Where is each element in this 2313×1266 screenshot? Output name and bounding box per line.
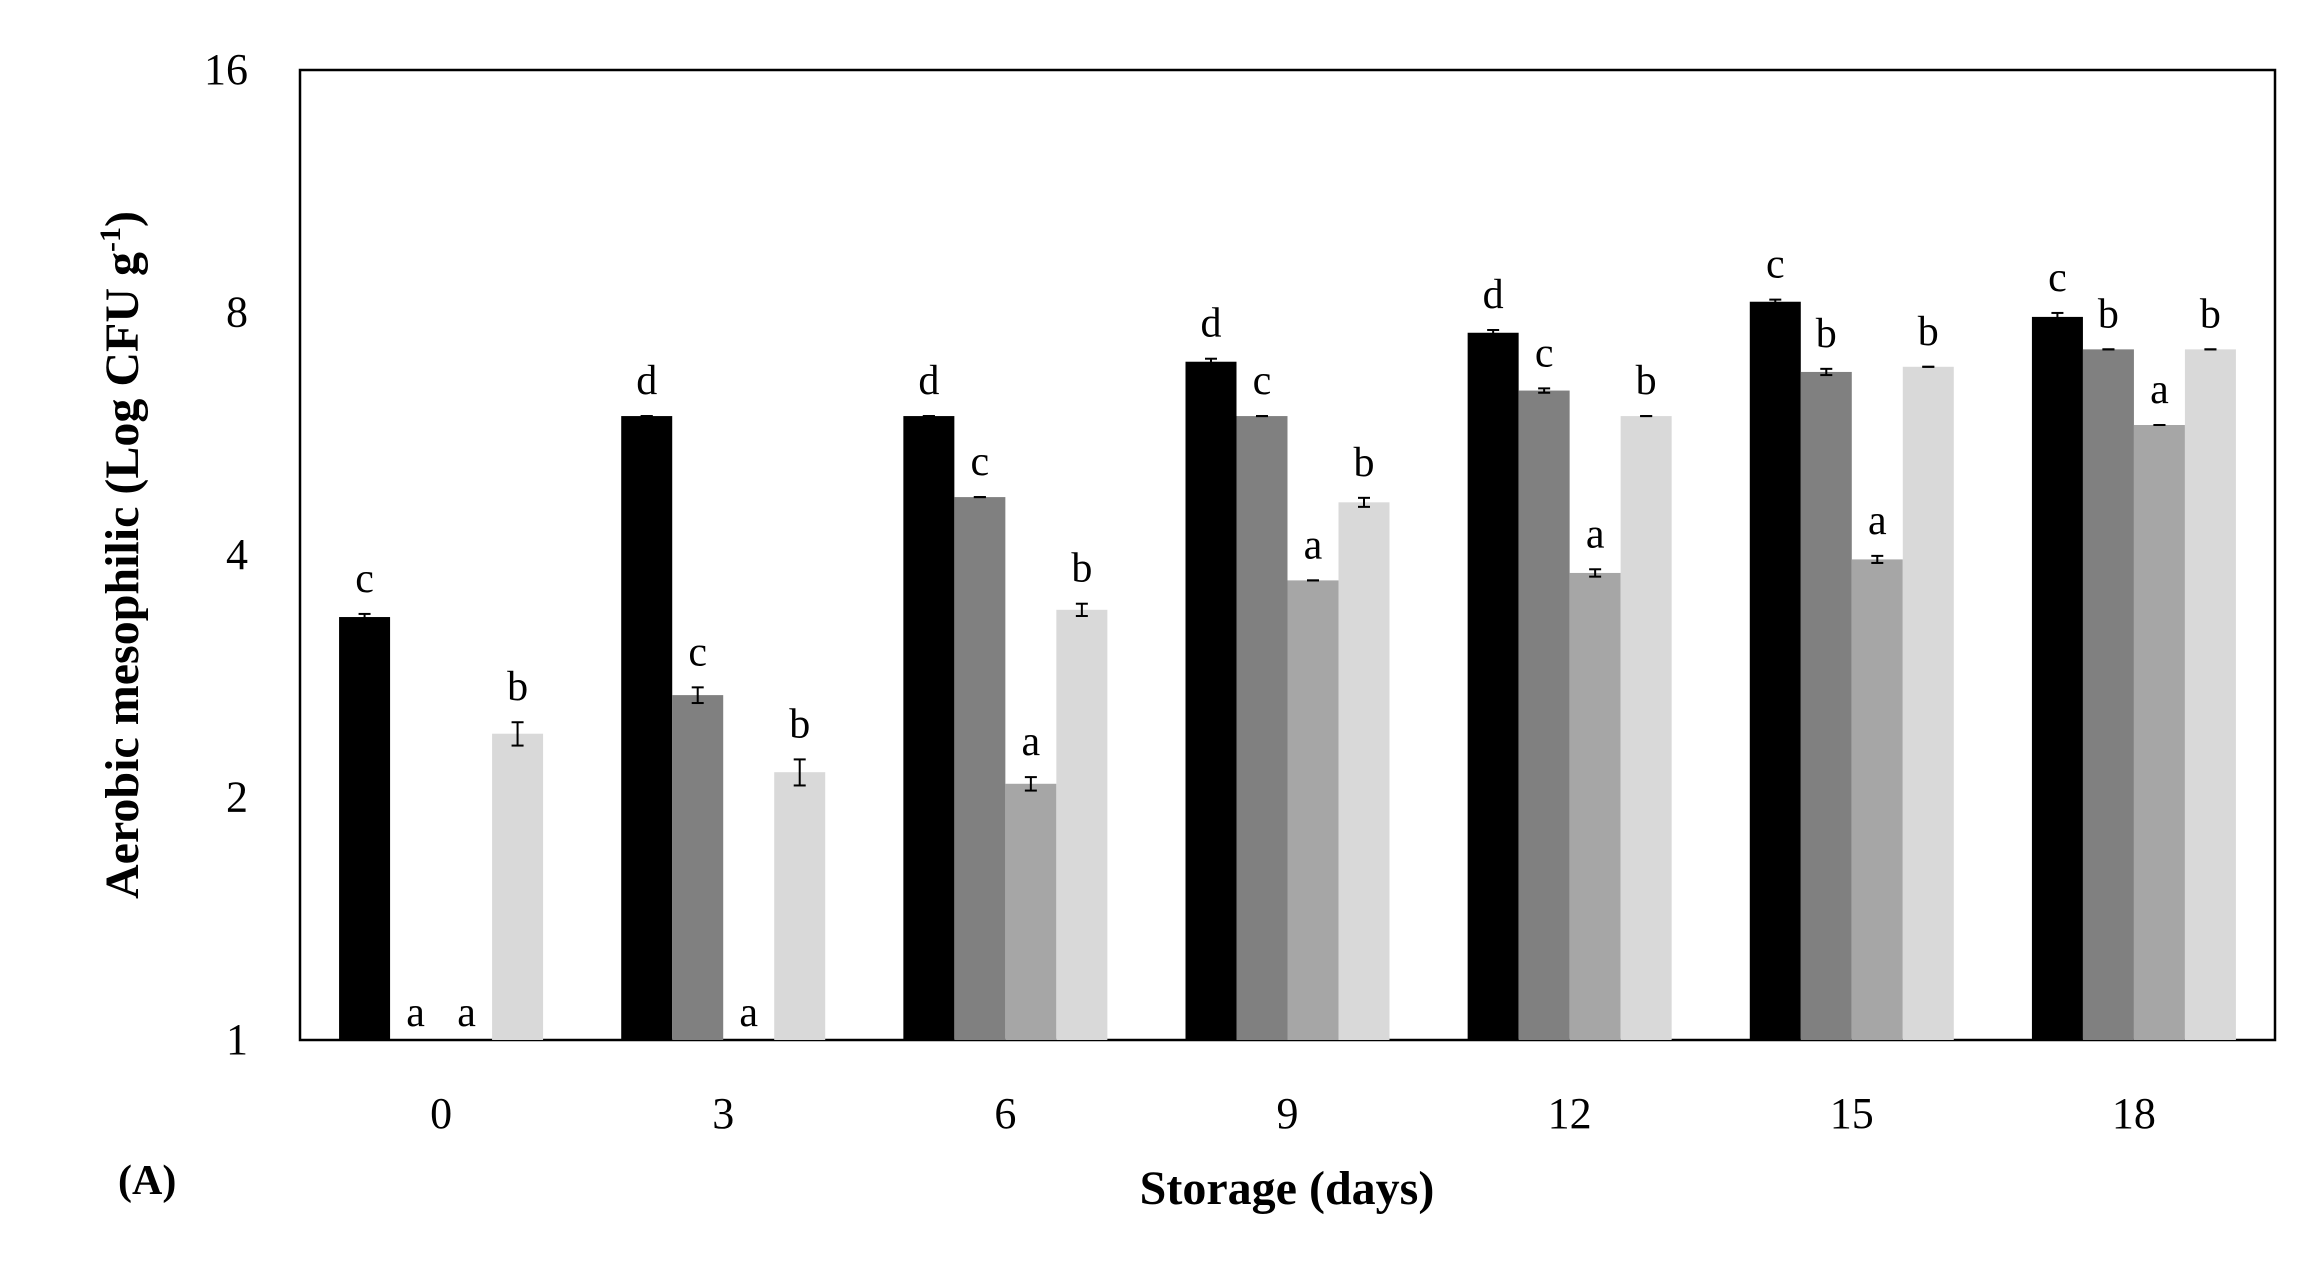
error-bar bbox=[1769, 298, 1782, 305]
y-axis-title-close: ) bbox=[96, 211, 149, 227]
y-tick-label: 1 bbox=[226, 1015, 248, 1064]
error-bar bbox=[1358, 496, 1370, 508]
bar bbox=[1518, 390, 1570, 1040]
significance-letter: b bbox=[2200, 291, 2221, 337]
significance-letter: d bbox=[1483, 272, 1504, 318]
significance-letter: b bbox=[1636, 358, 1657, 404]
bar bbox=[492, 733, 544, 1040]
error-bar bbox=[358, 612, 371, 622]
y-axis-title-main: Aerobic mesophilic (Log CFU g bbox=[96, 252, 149, 899]
significance-letter: d bbox=[1201, 301, 1222, 347]
significance-letter: d bbox=[918, 358, 939, 404]
error-bar bbox=[1205, 357, 1217, 366]
significance-letter: c bbox=[2048, 255, 2067, 301]
error-bar bbox=[793, 758, 806, 787]
bar bbox=[1620, 416, 1672, 1041]
bar bbox=[2184, 349, 2236, 1041]
bar bbox=[903, 416, 955, 1041]
x-ticks: 0 3 6 9 12 15 18 bbox=[430, 1089, 2156, 1138]
x-axis-title: Storage (days) bbox=[1140, 1162, 1435, 1215]
significance-letter: a bbox=[406, 990, 425, 1036]
significance-letter: c bbox=[355, 556, 374, 602]
x-tick-label: 12 bbox=[1548, 1089, 1592, 1138]
bar bbox=[1467, 332, 1519, 1041]
significance-letter: b bbox=[1816, 311, 1837, 357]
bar bbox=[2082, 349, 2134, 1041]
bar bbox=[1749, 301, 1801, 1040]
y-tick-label: 16 bbox=[204, 45, 248, 94]
x-tick-label: 9 bbox=[1277, 1089, 1299, 1138]
bar bbox=[1800, 371, 1852, 1040]
x-tick-label: 6 bbox=[994, 1089, 1016, 1138]
significance-letter: c bbox=[688, 629, 707, 675]
error-bar bbox=[1024, 776, 1037, 792]
bar bbox=[1185, 361, 1237, 1040]
error-bar bbox=[1487, 328, 1500, 337]
significance-letter: a bbox=[1304, 522, 1323, 568]
significance-letter: a bbox=[2150, 367, 2169, 413]
significance-letter: d bbox=[636, 358, 657, 404]
bar bbox=[1902, 366, 1954, 1040]
significance-letter: a bbox=[1868, 498, 1887, 544]
bar bbox=[1056, 609, 1108, 1040]
y-tick-label: 8 bbox=[226, 288, 248, 337]
y-axis-title-superscript: -1 bbox=[94, 227, 127, 252]
significance-letter: a bbox=[1022, 719, 1041, 765]
bar bbox=[672, 695, 724, 1040]
significance-letter: b bbox=[1354, 440, 1375, 486]
error-bar bbox=[1820, 367, 1833, 377]
error-bar bbox=[1589, 568, 1602, 578]
significance-letter: c bbox=[971, 439, 990, 485]
bar bbox=[621, 416, 673, 1041]
significance-letter: a bbox=[457, 990, 476, 1036]
error-bar bbox=[511, 721, 524, 747]
error-bar bbox=[1538, 387, 1551, 394]
significance-letter: c bbox=[1253, 358, 1272, 404]
significance-letter: c bbox=[1535, 330, 1554, 376]
y-ticks: 1 2 4 8 16 bbox=[204, 45, 248, 1064]
y-tick-label: 4 bbox=[226, 530, 248, 579]
significance-letter: a bbox=[739, 990, 758, 1036]
panel-label: (A) bbox=[118, 1158, 176, 1204]
bar bbox=[774, 772, 826, 1040]
y-axis-title: Aerobic mesophilic (Log CFU g-1) bbox=[94, 211, 149, 899]
error-bar bbox=[1075, 602, 1088, 617]
significance-letter: b bbox=[1071, 546, 1092, 592]
bar bbox=[1287, 580, 1339, 1040]
significance-letter: a bbox=[1586, 511, 1605, 557]
significance-letter: b bbox=[1918, 309, 1939, 355]
significance-letter: b bbox=[2098, 291, 2119, 337]
x-tick-label: 3 bbox=[712, 1089, 734, 1138]
error-bar bbox=[691, 686, 704, 705]
bar bbox=[1851, 559, 1903, 1040]
error-bar bbox=[2051, 311, 2064, 322]
x-tick-label: 15 bbox=[1830, 1089, 1874, 1138]
significance-letter: c bbox=[1766, 242, 1785, 288]
bar bbox=[1569, 572, 1621, 1040]
y-tick-label: 2 bbox=[226, 773, 248, 822]
bar bbox=[2133, 425, 2185, 1040]
bar bbox=[1338, 502, 1390, 1041]
bar bbox=[339, 617, 391, 1040]
error-bar bbox=[1871, 554, 1884, 564]
bar bbox=[1005, 783, 1057, 1040]
x-tick-label: 0 bbox=[430, 1089, 452, 1138]
significance-letter: b bbox=[789, 701, 810, 747]
bar bbox=[2031, 316, 2083, 1040]
x-tick-label: 18 bbox=[2112, 1089, 2156, 1138]
significance-letter: b bbox=[507, 664, 528, 710]
bar bbox=[954, 497, 1006, 1040]
bar bbox=[1236, 416, 1288, 1041]
